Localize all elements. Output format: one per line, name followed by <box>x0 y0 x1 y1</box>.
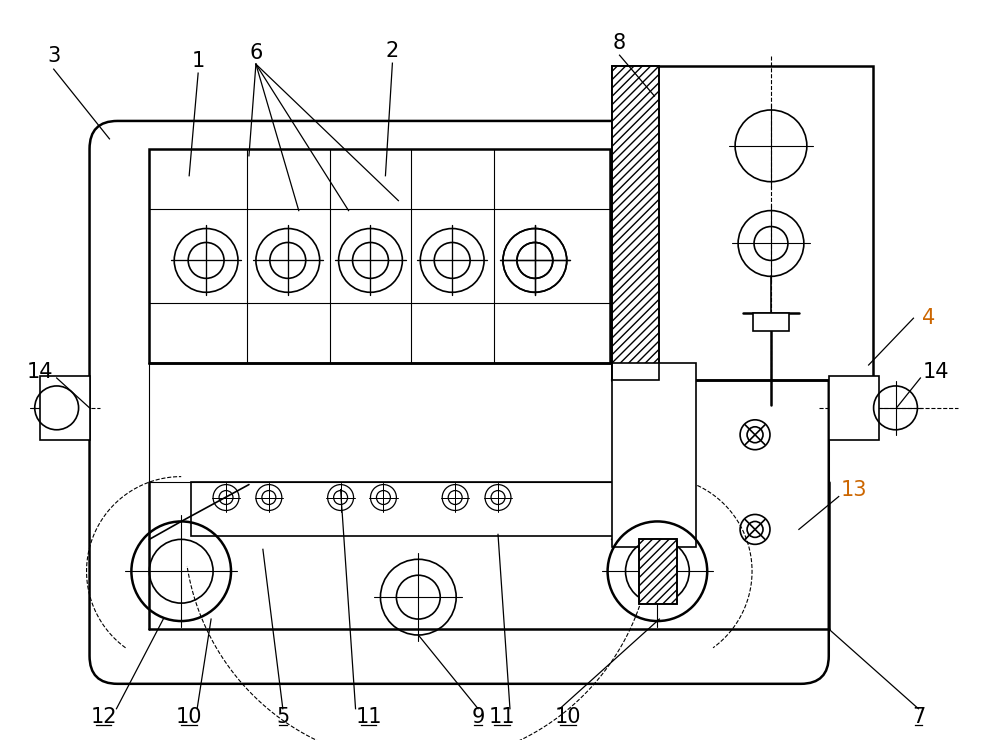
Text: 6: 6 <box>249 43 263 63</box>
Bar <box>612 66 659 380</box>
Bar <box>612 66 873 380</box>
Bar <box>639 539 677 604</box>
Text: 13: 13 <box>840 479 867 499</box>
Text: 14: 14 <box>923 362 950 382</box>
Text: 9: 9 <box>471 707 485 727</box>
Bar <box>753 313 789 331</box>
Text: 5: 5 <box>276 707 289 727</box>
Bar <box>612 363 696 548</box>
Text: 11: 11 <box>355 707 382 727</box>
Text: 1: 1 <box>192 51 205 71</box>
Bar <box>40 376 90 439</box>
Text: 10: 10 <box>176 707 202 727</box>
Text: 11: 11 <box>489 707 515 727</box>
Text: 12: 12 <box>90 707 117 727</box>
Bar <box>639 539 677 604</box>
Bar <box>191 482 615 536</box>
Bar <box>612 66 659 380</box>
Text: 7: 7 <box>912 707 925 727</box>
Text: 10: 10 <box>554 707 581 727</box>
Text: 8: 8 <box>613 33 626 53</box>
Text: 3: 3 <box>47 46 60 66</box>
Text: 2: 2 <box>386 41 399 62</box>
FancyBboxPatch shape <box>90 121 829 684</box>
Text: 4: 4 <box>922 308 935 328</box>
Text: 14: 14 <box>26 362 53 382</box>
Bar <box>149 149 610 363</box>
Bar <box>829 376 879 439</box>
